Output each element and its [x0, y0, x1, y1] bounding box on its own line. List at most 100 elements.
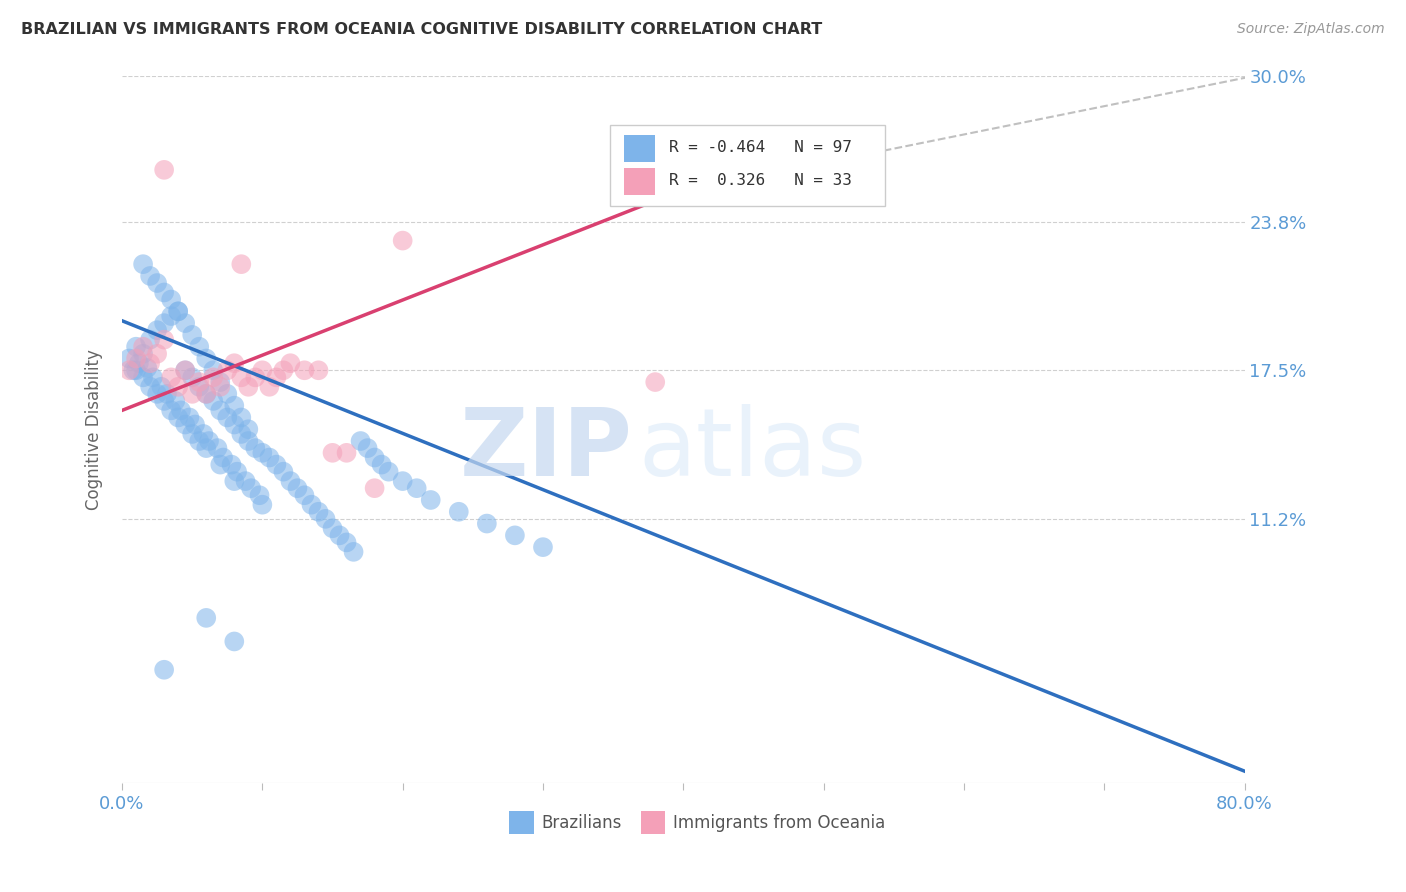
Point: [202, 393, 225, 408]
Point: [238, 422, 260, 436]
Point: [405, 481, 427, 495]
Point: [198, 434, 221, 448]
Point: [188, 340, 211, 354]
Text: atlas: atlas: [638, 404, 866, 497]
Point: [249, 488, 271, 502]
Point: [165, 393, 187, 408]
Point: [122, 363, 145, 377]
Point: [231, 370, 253, 384]
Point: [142, 370, 165, 384]
Point: [503, 528, 526, 542]
Point: [156, 387, 179, 401]
Point: [342, 545, 364, 559]
Point: [195, 611, 218, 625]
Point: [308, 505, 330, 519]
Point: [273, 465, 295, 479]
Point: [294, 363, 316, 377]
Point: [139, 333, 162, 347]
Point: [356, 441, 378, 455]
Point: [363, 481, 385, 495]
Y-axis label: Cognitive Disability: Cognitive Disability: [86, 349, 103, 509]
Point: [195, 351, 218, 366]
Point: [321, 521, 343, 535]
Point: [391, 474, 413, 488]
Point: [294, 488, 316, 502]
Point: [153, 162, 176, 177]
Point: [238, 434, 260, 448]
Point: [391, 234, 413, 248]
Point: [217, 387, 239, 401]
Point: [240, 481, 263, 495]
Bar: [509, 811, 534, 834]
Point: [181, 327, 204, 342]
Point: [419, 493, 441, 508]
Point: [174, 417, 197, 432]
Point: [301, 498, 323, 512]
Point: [308, 363, 330, 377]
Point: [118, 363, 141, 377]
Point: [238, 380, 260, 394]
Point: [193, 426, 215, 441]
Point: [266, 370, 288, 384]
Point: [212, 450, 235, 465]
Point: [217, 410, 239, 425]
Text: ZIP: ZIP: [460, 404, 633, 497]
Point: [118, 351, 141, 366]
Point: [132, 340, 155, 354]
Text: Brazilians: Brazilians: [541, 814, 623, 831]
Text: R = -0.464   N = 97: R = -0.464 N = 97: [669, 140, 852, 155]
Point: [174, 363, 197, 377]
Text: Source: ZipAtlas.com: Source: ZipAtlas.com: [1237, 22, 1385, 37]
Point: [167, 410, 190, 425]
Point: [224, 417, 246, 432]
Point: [153, 285, 176, 300]
Point: [181, 426, 204, 441]
Point: [167, 380, 190, 394]
Point: [315, 512, 337, 526]
Point: [224, 474, 246, 488]
Point: [174, 363, 197, 377]
Point: [195, 387, 218, 401]
Point: [153, 333, 176, 347]
Text: Immigrants from Oceania: Immigrants from Oceania: [673, 814, 886, 831]
Point: [146, 387, 169, 401]
FancyBboxPatch shape: [610, 125, 886, 206]
Point: [349, 434, 371, 448]
Point: [174, 316, 197, 330]
Point: [195, 387, 218, 401]
Point: [146, 276, 169, 290]
Bar: [624, 169, 655, 195]
Point: [125, 351, 148, 366]
Point: [128, 356, 150, 370]
Point: [179, 410, 201, 425]
Point: [160, 370, 183, 384]
Point: [209, 458, 232, 472]
Point: [335, 446, 357, 460]
Point: [217, 363, 239, 377]
Point: [287, 481, 309, 495]
Point: [245, 441, 267, 455]
Point: [132, 257, 155, 271]
Point: [202, 370, 225, 384]
Point: [321, 446, 343, 460]
Point: [231, 257, 253, 271]
Point: [132, 347, 155, 361]
Point: [139, 268, 162, 283]
Point: [273, 363, 295, 377]
Point: [153, 663, 176, 677]
Point: [377, 465, 399, 479]
Point: [139, 356, 162, 370]
Point: [221, 458, 243, 472]
Point: [231, 426, 253, 441]
Point: [280, 356, 302, 370]
Point: [644, 375, 666, 389]
Point: [226, 465, 249, 479]
Point: [153, 393, 176, 408]
Point: [224, 356, 246, 370]
Point: [209, 380, 232, 394]
Point: [475, 516, 498, 531]
Point: [136, 360, 159, 375]
Point: [231, 410, 253, 425]
Point: [266, 458, 288, 472]
Text: BRAZILIAN VS IMMIGRANTS FROM OCEANIA COGNITIVE DISABILITY CORRELATION CHART: BRAZILIAN VS IMMIGRANTS FROM OCEANIA COG…: [21, 22, 823, 37]
